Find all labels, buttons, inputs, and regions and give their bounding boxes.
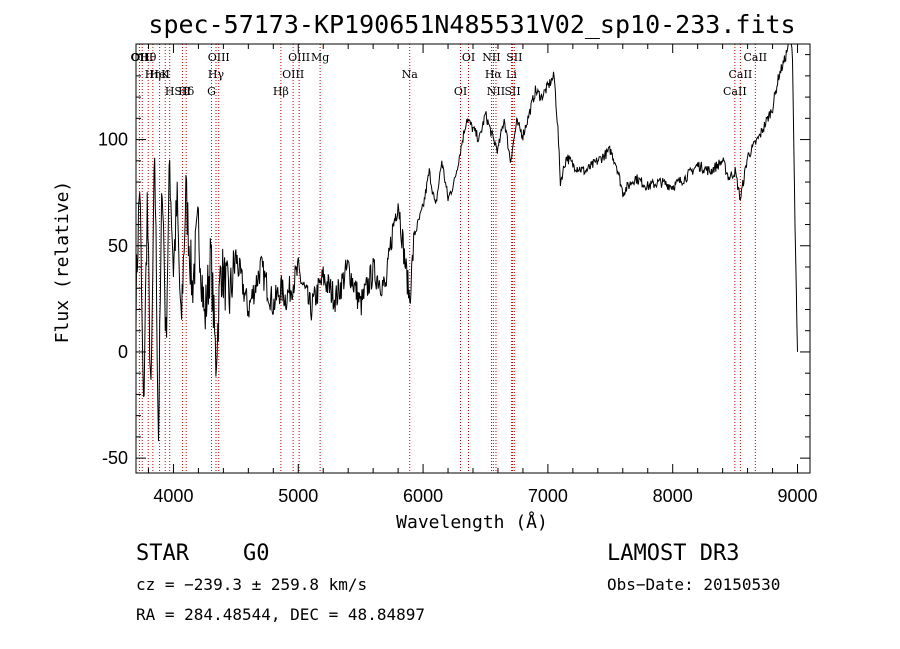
spectral-line-label: Hα [485,68,503,81]
spectral-line-label: CaII [723,85,747,98]
coordinates: RA = 284.48544, DEC = 48.84897 [136,605,425,624]
spectral-line-label: OIII [288,51,310,64]
redshift-info: cz = −239.3 ± 259.8 km/s [136,575,367,594]
spectral-line-label: OII [131,51,149,64]
spectral-line-label: CaII [729,68,753,81]
x-tick-label: 7000 [528,486,568,506]
spectral-line-label: Li [506,68,517,81]
x-tick-labels: 4000 5000 6000 7000 8000 9000 [153,486,817,506]
obs-date: Obs−Date: 20150530 [607,575,780,594]
spectral-line-label: Hγ [208,68,225,81]
y-tick-label: 50 [108,236,128,256]
spectral-line-label: NII [482,51,500,64]
spectral-line-label: HeI [149,68,169,81]
x-tick-label: 5000 [278,486,318,506]
spectral-line-label: G [207,85,216,98]
y-tick-labels: -50 0 50 100 [98,130,128,469]
spectral-line-label: OIII [208,51,230,64]
spectral-line-label: OI [454,85,467,98]
x-tick-label: 9000 [777,486,817,506]
spectral-line-label: OIII [282,68,304,81]
spectral-line-label: Hθ [140,51,157,64]
object-class: STAR [136,541,190,566]
spectral-line-label: Na [402,68,419,81]
spectral-line-label: OI [462,51,475,64]
spectral-line-markers [138,44,756,473]
survey-name: LAMOST DR3 [607,541,739,566]
spectral-line-label: CaII [743,51,767,64]
object-subclass: G0 [243,541,270,566]
spectral-line-label: NII [487,85,505,98]
spectral-line-label: H [165,85,175,98]
y-tick-label: 100 [98,130,128,150]
chart-title: spec-57173-KP190651N485531V02_sp10-233.f… [148,10,795,39]
spectral-line-label: SII [504,85,520,98]
spectral-line-label: Hη [145,68,161,81]
x-axis-label: Wavelength (Å) [396,511,548,533]
spectral-line-label: OIII [131,51,153,64]
y-tick-label: -50 [102,448,128,468]
spectral-line-label: Mg [311,51,329,64]
x-tick-label: 8000 [653,486,693,506]
spectrum-line [135,43,798,442]
spectral-line-label: Hβ [273,85,289,98]
y-tick-label: 0 [118,342,128,362]
x-tick-label: 6000 [403,486,443,506]
spectral-line-label: Hδ [178,85,195,98]
spectral-line-label: SII [174,85,190,98]
spectral-line-label: SII [506,51,522,64]
x-tick-label: 4000 [153,486,193,506]
spectral-line-label: K [161,68,170,81]
y-axis-label: Flux (relative) [52,181,73,344]
